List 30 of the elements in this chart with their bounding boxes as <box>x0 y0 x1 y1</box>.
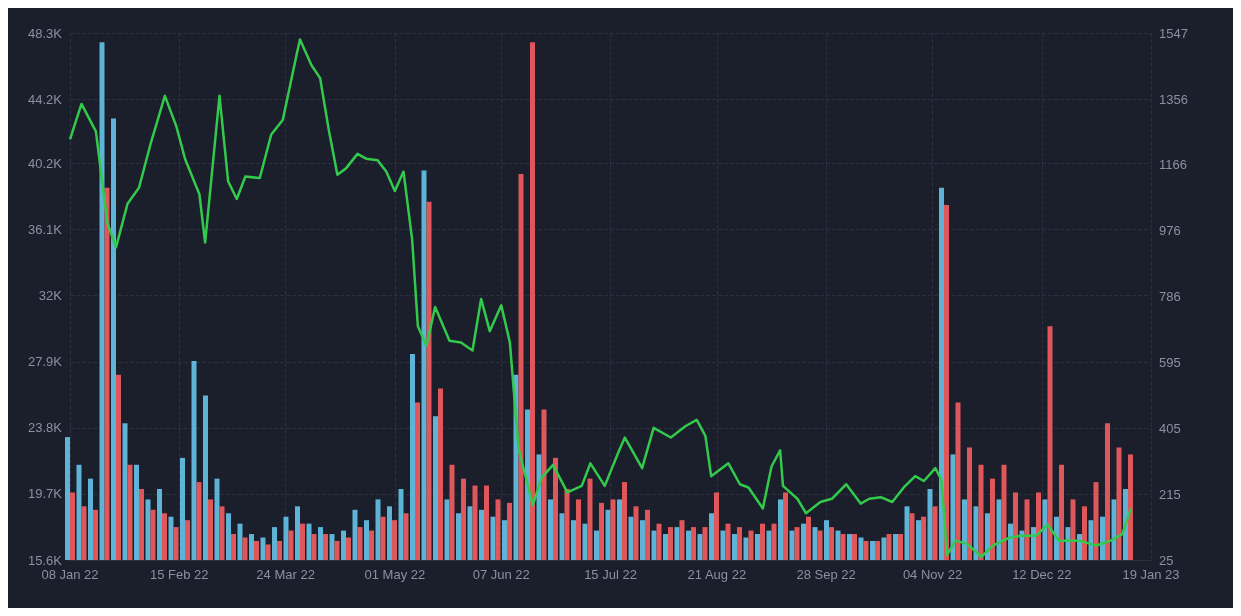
x-tick-label: 07 Jun 22 <box>472 567 530 582</box>
y-tick-label: 32K <box>38 288 63 304</box>
y-tick-label: 27.9K <box>28 354 63 370</box>
y2-tick-label: 25 <box>1159 552 1174 568</box>
y-tick-label: 15.6K <box>28 552 63 568</box>
y2-tick-label: 1356 <box>1159 91 1188 107</box>
x-tick-label: 04 Nov 22 <box>902 567 963 582</box>
x-tick-label: 24 Mar 22 <box>256 567 315 582</box>
x-tick-label: 28 Sep 22 <box>796 567 856 582</box>
x-tick-label: 01 May 22 <box>364 567 426 582</box>
line-series <box>68 38 1133 559</box>
y2-tick-label: 595 <box>1159 355 1181 371</box>
x-tick-label: 19 Jan 23 <box>1122 567 1180 582</box>
y-tick-label: 23.8K <box>28 420 63 436</box>
y2-tick-label: 405 <box>1159 420 1181 436</box>
y-tick-label: 40.2K <box>28 156 63 172</box>
y2-tick-label: 215 <box>1159 486 1181 502</box>
x-tick-label: 08 Jan 22 <box>41 567 99 582</box>
y-tick-label: 44.2K <box>28 91 63 107</box>
y2-tick-label: 976 <box>1159 223 1181 239</box>
x-tick-label: 12 Dec 22 <box>1012 567 1072 582</box>
y-tick-label: 48.3K <box>28 25 63 41</box>
x-tick-label: 15 Feb 22 <box>149 567 209 582</box>
x-tick-label: 15 Jul 22 <box>584 567 637 582</box>
y-tick-label: 19.7K <box>28 486 63 502</box>
x-tick-label: 21 Aug 22 <box>687 567 747 582</box>
y2-tick-label: 786 <box>1159 289 1181 304</box>
y2-tick-label: 1547 <box>1159 25 1188 41</box>
y2-tick-label: 1166 <box>1159 157 1187 173</box>
y-tick-label: 36.1K <box>28 222 63 238</box>
